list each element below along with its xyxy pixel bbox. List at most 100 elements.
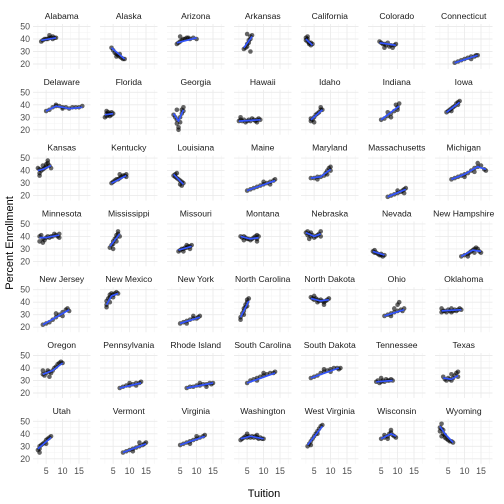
- y-tick-label: 40: [20, 363, 30, 373]
- strip-label-nebraska: Nebraska: [311, 208, 348, 218]
- point-north-dakota-13: [321, 302, 327, 308]
- y-axes-group: 20 30 40 50 20 30 40 50 20 30 40 50 20 30 40 50 20 30 40 50…: [20, 22, 30, 464]
- point-idaho-9: [311, 120, 317, 125]
- smooth-line-idaho: [310, 109, 323, 121]
- point-texas-9: [455, 369, 461, 375]
- y-tick-label: 50: [20, 416, 30, 426]
- point-south-dakota-12: [321, 366, 327, 372]
- smooth-line-alabama: [41, 36, 57, 42]
- x-tick-label: 10: [58, 466, 68, 476]
- panel-montana: Montana: [234, 208, 292, 267]
- smooth-line-tennessee: [376, 379, 393, 383]
- x-tick-label: 5: [178, 466, 183, 476]
- point-arkansas-9: [244, 31, 250, 37]
- strip-label-louisiana: Louisiana: [177, 143, 214, 153]
- point-mississippi-8: [115, 229, 121, 234]
- panel-arkansas: Arkansas: [234, 11, 292, 69]
- strip-label-washington: Washington: [240, 406, 285, 416]
- strip-label-idaho: Idaho: [319, 77, 341, 87]
- point-wisconsin-5: [388, 427, 394, 433]
- strip-label-vermont: Vermont: [113, 406, 146, 416]
- smooth-line-arkansas: [243, 36, 253, 49]
- point-arkansas-10: [248, 49, 253, 54]
- smooth-line-michigan: [451, 165, 487, 181]
- panel-new-hampshire: New Hampshire: [433, 208, 495, 267]
- point-montana-14: [241, 237, 247, 243]
- panel-iowa: Iowa: [435, 77, 493, 135]
- smooth-line-connecticut: [454, 54, 478, 64]
- strip-label-utah: Utah: [53, 406, 71, 416]
- strip-label-north-carolina: North Carolina: [235, 274, 291, 284]
- point-kansas-12: [37, 173, 42, 178]
- x-tick-label: 15: [342, 466, 352, 476]
- strip-label-michigan: Michigan: [447, 143, 482, 153]
- smooth-line-alaska: [110, 47, 126, 60]
- point-washington-16: [254, 432, 260, 438]
- y-tick-label: 40: [20, 297, 30, 307]
- point-texas-11: [449, 371, 454, 377]
- y-tick-label: 30: [20, 441, 30, 451]
- smooth-line-new-york: [179, 316, 201, 325]
- strip-label-west-virginia: West Virginia: [305, 406, 356, 416]
- smooth-line-washington: [240, 435, 264, 440]
- y-tick-label: 40: [20, 231, 30, 241]
- panel-south-dakota: South Dakota: [301, 340, 359, 398]
- y-tick-label: 50: [20, 22, 30, 32]
- y-tick-label: 20: [20, 388, 30, 398]
- panel-texas: Texas: [435, 340, 493, 398]
- point-new-jersey-11: [53, 311, 59, 316]
- smooth-line-maine: [246, 179, 276, 192]
- x-tick-label: 15: [476, 466, 486, 476]
- y-tick-label: 20: [20, 454, 30, 464]
- panel-west-virginia: West Virginia: [301, 406, 359, 464]
- panel-maine: Maine: [234, 143, 292, 201]
- smooth-line-texas: [443, 374, 459, 381]
- smooth-line-missouri: [178, 245, 192, 251]
- point-ohio-8: [391, 306, 397, 311]
- smooth-line-arizona: [176, 36, 197, 44]
- panel-hawaii: Hawaii: [234, 77, 292, 135]
- smooth-line-minnesota: [39, 234, 60, 239]
- y-tick-label: 30: [20, 112, 30, 122]
- strip-label-oklahoma: Oklahoma: [444, 274, 483, 284]
- panels-group: Alabama Alaska Arizona Arkansas California Co…: [33, 11, 495, 464]
- point-kansas-13: [40, 163, 46, 168]
- point-virginia-9: [194, 434, 199, 439]
- x-tick-label: 15: [141, 466, 151, 476]
- panel-ohio: Ohio: [368, 274, 426, 333]
- strip-label-montana: Montana: [246, 208, 280, 218]
- strip-label-delaware: Delaware: [44, 77, 81, 87]
- point-maryland-0: [308, 175, 314, 181]
- y-tick-label: 40: [20, 166, 30, 176]
- strip-label-florida: Florida: [116, 77, 142, 87]
- panel-mississippi: Mississippi: [100, 208, 158, 267]
- panel-kansas: Kansas: [33, 143, 91, 201]
- x-axes-group: 5 10 15 5 10 15 5 10 15 5 10 15 5 10 15 5 10 15 5 10 15: [44, 466, 486, 476]
- point-nebraska-13: [306, 236, 312, 242]
- point-florida-10: [104, 108, 109, 114]
- smooth-line-ohio: [384, 308, 405, 317]
- smooth-line-new-jersey: [42, 308, 70, 326]
- smooth-line-north-carolina: [239, 300, 250, 318]
- point-kentucky-11: [117, 172, 123, 177]
- y-tick-label: 20: [20, 191, 30, 201]
- panel-oklahoma: Oklahoma: [435, 274, 493, 333]
- strip-label-arkansas: Arkansas: [245, 11, 281, 21]
- smooth-line-nebraska: [305, 231, 322, 238]
- panel-arizona: Arizona: [167, 11, 225, 69]
- point-oregon-13: [40, 368, 46, 373]
- point-indiana-8: [396, 101, 402, 106]
- y-tick-label: 30: [20, 244, 30, 254]
- panel-minnesota: Minnesota: [33, 208, 91, 267]
- panel-idaho: Idaho: [301, 77, 359, 135]
- y-tick-label: 20: [20, 322, 30, 332]
- panel-kentucky: Kentucky: [100, 143, 158, 201]
- point-minnesota-14: [40, 240, 46, 245]
- point-colorado-11: [382, 45, 387, 51]
- smooth-line-utah: [37, 436, 52, 450]
- x-tick-label: 5: [446, 466, 451, 476]
- point-arizona-11: [177, 34, 183, 39]
- point-hawaii-14: [238, 115, 243, 120]
- panel-rhode-island: Rhode Island: [167, 340, 225, 398]
- point-montana-13: [254, 239, 260, 244]
